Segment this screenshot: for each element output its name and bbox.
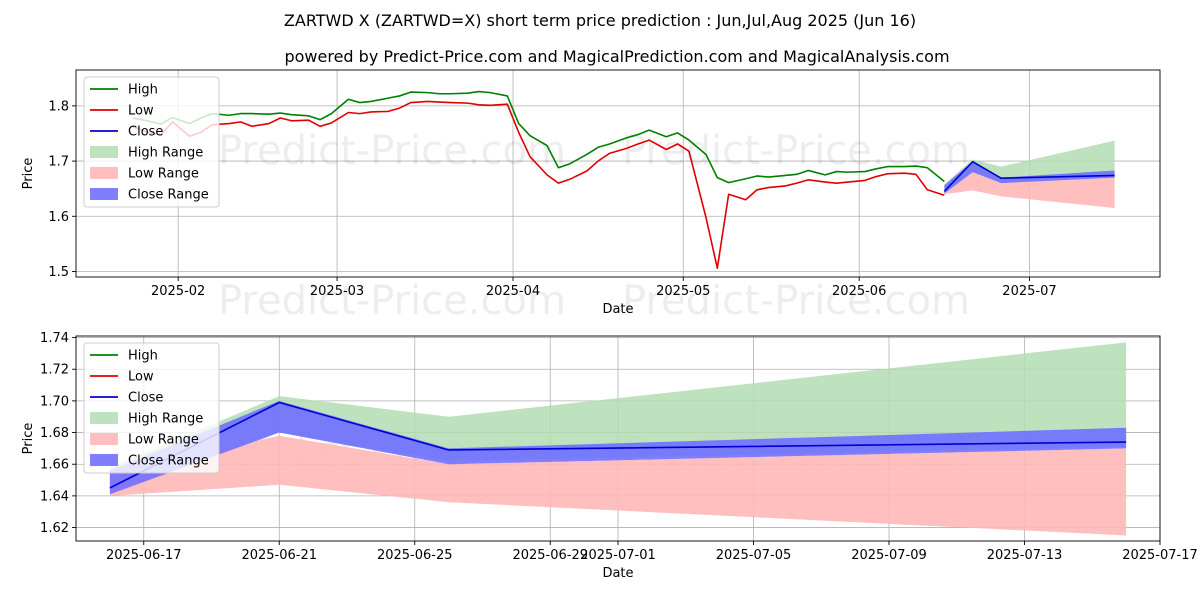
legend-close-label: Close [128, 125, 163, 140]
x-axis-label: Date [602, 302, 633, 317]
x-tick-label: 2025-07 [1002, 284, 1056, 299]
plot-area [132, 90, 1115, 269]
y-tick-label: 1.7 [48, 155, 69, 170]
legend-high-range-label: High Range [128, 412, 203, 427]
y-axis-label: Price [21, 158, 36, 190]
legend-high-label: High [128, 83, 158, 98]
low-range-band [944, 172, 1115, 208]
legend-high-range-swatch [90, 412, 118, 424]
forecast-zoom-panel: Predict-Price.comPredict-Price.com2025-0… [21, 331, 1198, 581]
close-series-line [943, 160, 1115, 192]
chart-title: ZARTWD X (ZARTWD=X) short term price pre… [284, 11, 916, 30]
y-tick-label: 1.74 [40, 331, 69, 346]
x-axis-label: Date [602, 566, 633, 581]
legend-low-label: Low [128, 104, 154, 119]
x-tick-label: 2025-07-13 [987, 548, 1063, 563]
history-panel: Predict-Price.com Predict-Price.com Predic… [21, 69, 1161, 324]
x-tick-label: 2025-06-29 [512, 548, 588, 563]
y-tick-label: 1.68 [40, 426, 69, 441]
y-tick-label: 1.70 [40, 394, 69, 409]
x-tick-label: 2025-07-05 [716, 548, 792, 563]
y-tick-label: 1.5 [48, 265, 69, 280]
y-tick-label: 1.72 [40, 363, 69, 378]
legend-high-range-label: High Range [128, 146, 203, 161]
legend-close-range-swatch [90, 188, 118, 200]
legend-close-range-swatch [90, 454, 118, 466]
high-range-band [944, 140, 1115, 194]
watermark: Predict-Price.com [622, 278, 970, 324]
legend-high-range-swatch [90, 146, 118, 158]
x-tick-label: 2025-06-17 [106, 548, 182, 563]
legend-close-label: Close [128, 391, 163, 406]
x-tick-label: 2025-06-25 [377, 548, 453, 563]
watermark: Predict-Price.com [218, 278, 566, 324]
y-tick-label: 1.66 [40, 458, 69, 473]
x-tick-label: 2025-07-17 [1122, 548, 1198, 563]
legend-low-range-label: Low Range [128, 167, 199, 182]
x-tick-label: 2025-05 [656, 284, 710, 299]
axes-frame [75, 69, 1161, 278]
low-series-line [132, 100, 945, 269]
y-tick-label: 1.8 [48, 99, 69, 114]
x-tick-label: 2025-03 [310, 284, 364, 299]
legend-close-range-label: Close Range [128, 454, 209, 469]
legend-low-range-swatch [90, 167, 118, 179]
high-series-line [132, 90, 945, 184]
x-tick-label: 2025-02 [151, 284, 205, 299]
y-tick-label: 1.6 [48, 210, 69, 225]
low-range-band [109, 435, 1127, 536]
legend-low-label: Low [128, 370, 154, 385]
y-tick-label: 1.64 [40, 489, 69, 504]
chart-subtitle: powered by Predict-Price.com and Magical… [284, 47, 949, 66]
legend-low-range-label: Low Range [128, 433, 199, 448]
high-range-band [109, 342, 1127, 495]
watermark: Predict-Price.com [218, 128, 566, 174]
legend-low-range-swatch [90, 433, 118, 445]
x-tick-label: 2025-06 [832, 284, 886, 299]
x-tick-label: 2025-07-01 [580, 548, 656, 563]
x-tick-label: 2025-04 [486, 284, 540, 299]
y-tick-label: 1.62 [40, 521, 69, 536]
legend-high-label: High [128, 349, 158, 364]
legend-close-range-label: Close Range [128, 188, 209, 203]
y-axis-label: Price [21, 423, 36, 455]
x-tick-label: 2025-07-09 [851, 548, 927, 563]
x-tick-label: 2025-06-21 [241, 548, 317, 563]
